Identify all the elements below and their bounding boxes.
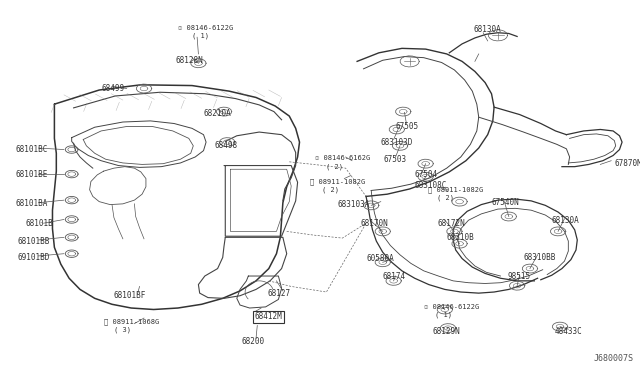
Text: ( 2): ( 2) <box>322 186 339 193</box>
Text: 68101BC: 68101BC <box>16 145 49 154</box>
Text: 60580A: 60580A <box>367 254 394 263</box>
Text: J680007S: J680007S <box>594 354 634 363</box>
Text: 68499: 68499 <box>101 84 124 93</box>
Text: ( 1): ( 1) <box>192 33 209 39</box>
Text: 68200: 68200 <box>242 337 265 346</box>
Text: 68310BB: 68310BB <box>524 253 556 262</box>
Text: ☉ 08146-6122G: ☉ 08146-6122G <box>178 25 233 31</box>
Text: 67870M: 67870M <box>614 159 640 168</box>
Text: Ⓝ 08911-1082G: Ⓝ 08911-1082G <box>310 178 365 185</box>
Text: 48433C: 48433C <box>554 327 582 336</box>
Text: 68210A: 68210A <box>204 109 231 118</box>
Text: 68128N: 68128N <box>176 56 204 65</box>
Text: 68170N: 68170N <box>360 219 388 228</box>
Text: Ⓝ 08911-1082G: Ⓝ 08911-1082G <box>428 186 483 193</box>
Text: 68130A: 68130A <box>474 25 501 34</box>
Text: 683103D: 683103D <box>381 138 413 147</box>
Text: 68172N: 68172N <box>438 219 465 228</box>
Text: 68310B: 68310B <box>446 233 474 242</box>
Text: 98515: 98515 <box>508 272 531 280</box>
Text: ☉ 08146-6122G: ☉ 08146-6122G <box>424 304 479 310</box>
Text: ☉ 08146-6162G: ☉ 08146-6162G <box>315 155 370 161</box>
Text: 68174: 68174 <box>382 272 405 280</box>
Text: 67505: 67505 <box>396 122 419 131</box>
Text: 68412M: 68412M <box>255 312 282 321</box>
Text: 69101BD: 69101BD <box>18 253 51 262</box>
Text: 68498: 68498 <box>214 141 237 150</box>
Text: ( 3): ( 3) <box>114 327 131 333</box>
Text: 68127: 68127 <box>268 289 291 298</box>
Text: 68101BE: 68101BE <box>16 170 49 179</box>
Text: 68129N: 68129N <box>433 327 460 336</box>
Text: 68101B: 68101B <box>26 219 53 228</box>
Text: 68101BB: 68101BB <box>18 237 51 246</box>
Text: 67503: 67503 <box>384 155 407 164</box>
Text: 67504: 67504 <box>415 170 438 179</box>
Text: Ⓝ 08911-1068G: Ⓝ 08911-1068G <box>104 318 159 325</box>
Text: 683108C: 683108C <box>415 182 447 190</box>
Text: ( 2): ( 2) <box>326 163 344 170</box>
Text: 68130A: 68130A <box>552 216 579 225</box>
Text: ( 2): ( 2) <box>437 195 454 201</box>
Text: ( 1): ( 1) <box>435 312 452 318</box>
Text: 67540N: 67540N <box>492 198 519 207</box>
Text: 68101BA: 68101BA <box>16 199 49 208</box>
Text: 683103A: 683103A <box>337 200 370 209</box>
Text: 68101BF: 68101BF <box>114 291 147 300</box>
